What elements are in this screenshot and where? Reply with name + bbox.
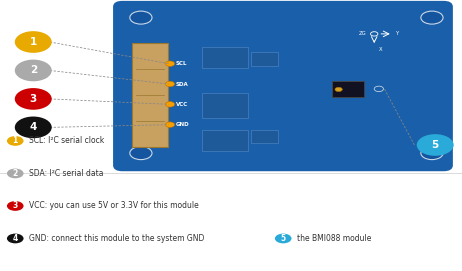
FancyBboxPatch shape bbox=[132, 43, 168, 147]
Text: SDA: SDA bbox=[176, 82, 188, 86]
FancyBboxPatch shape bbox=[114, 2, 452, 170]
FancyBboxPatch shape bbox=[202, 47, 248, 68]
Circle shape bbox=[7, 234, 24, 243]
FancyBboxPatch shape bbox=[202, 93, 248, 118]
Text: 1: 1 bbox=[12, 136, 18, 146]
Circle shape bbox=[15, 31, 52, 53]
Circle shape bbox=[335, 87, 342, 92]
Text: 5: 5 bbox=[432, 140, 439, 150]
FancyBboxPatch shape bbox=[202, 130, 248, 151]
Circle shape bbox=[374, 86, 383, 92]
Circle shape bbox=[15, 60, 52, 81]
Text: GND: connect this module to the system GND: GND: connect this module to the system G… bbox=[29, 234, 205, 243]
Circle shape bbox=[7, 136, 24, 146]
Circle shape bbox=[7, 201, 24, 211]
Text: ZG: ZG bbox=[359, 31, 366, 36]
Text: Y: Y bbox=[396, 31, 399, 36]
Circle shape bbox=[275, 234, 292, 243]
Text: SCL: SCL bbox=[176, 61, 187, 66]
Circle shape bbox=[130, 147, 152, 160]
Text: VCC: you can use 5V or 3.3V for this module: VCC: you can use 5V or 3.3V for this mod… bbox=[29, 201, 199, 211]
Text: 5: 5 bbox=[280, 234, 286, 243]
Text: VCC: VCC bbox=[176, 102, 188, 107]
Text: SDA: I²C serial data: SDA: I²C serial data bbox=[29, 169, 103, 178]
Circle shape bbox=[15, 117, 52, 138]
Circle shape bbox=[165, 81, 175, 87]
Text: 3: 3 bbox=[30, 94, 37, 104]
FancyBboxPatch shape bbox=[332, 81, 364, 97]
Circle shape bbox=[7, 169, 24, 178]
Text: 4: 4 bbox=[12, 234, 18, 243]
Circle shape bbox=[417, 134, 454, 156]
FancyBboxPatch shape bbox=[251, 130, 278, 143]
Circle shape bbox=[421, 11, 443, 24]
Circle shape bbox=[165, 122, 175, 127]
Text: the BMI088 module: the BMI088 module bbox=[297, 234, 371, 243]
Text: X: X bbox=[379, 47, 383, 52]
FancyBboxPatch shape bbox=[251, 52, 278, 66]
Circle shape bbox=[421, 147, 443, 160]
Circle shape bbox=[165, 102, 175, 107]
Text: 3: 3 bbox=[12, 201, 18, 211]
Circle shape bbox=[130, 11, 152, 24]
Text: 1: 1 bbox=[30, 37, 37, 47]
Text: 2: 2 bbox=[12, 169, 18, 178]
Text: 2: 2 bbox=[30, 66, 37, 75]
Text: 4: 4 bbox=[30, 122, 37, 132]
Circle shape bbox=[165, 61, 175, 66]
Text: SCL: I²C serial clock: SCL: I²C serial clock bbox=[29, 136, 104, 146]
Text: GND: GND bbox=[176, 122, 189, 127]
Circle shape bbox=[15, 88, 52, 110]
